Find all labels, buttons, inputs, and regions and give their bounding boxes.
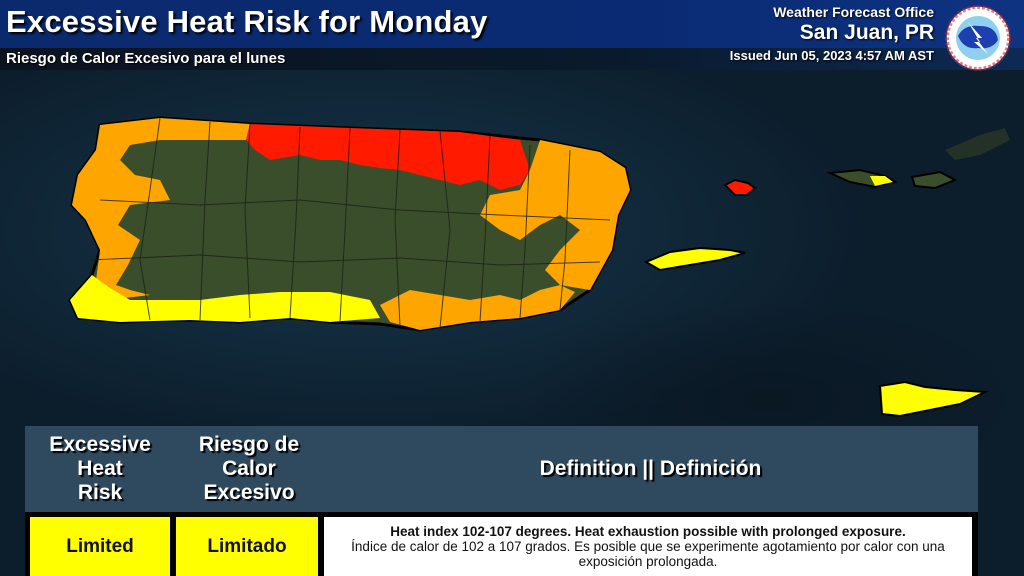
risk-level-es: Limitado <box>176 517 318 576</box>
st-john-island <box>910 170 958 190</box>
subtitle-bar <box>0 48 1024 70</box>
header-line: Riesgo de <box>198 433 300 456</box>
office-name: San Juan, PR <box>799 21 934 44</box>
header-line: Risk <box>77 481 123 504</box>
risk-level-en: Limited <box>30 517 170 576</box>
table-header <box>25 426 978 512</box>
office-info: Weather Forecast Office San Juan, PR Iss… <box>730 4 934 66</box>
culebra-island <box>723 178 757 196</box>
bvi-islands <box>945 128 1010 160</box>
office-label: Weather Forecast Office <box>773 4 934 20</box>
page-subtitle: Riesgo de Calor Excesivo para el lunes <box>6 50 286 67</box>
header-line: Heat <box>77 457 123 480</box>
header-line: Excesivo <box>203 481 295 504</box>
risk-definition: Heat index 102-107 degrees. Heat exhaust… <box>324 517 972 576</box>
vieques-island <box>643 246 746 272</box>
header-line: Excessive <box>49 433 151 456</box>
definition-es: Índice de calor de 102 a 107 grados. Es … <box>351 539 945 569</box>
puerto-rico-island <box>68 116 632 332</box>
st-croix-island <box>878 380 989 418</box>
heat-risk-map <box>68 116 1010 418</box>
issued-timestamp: Issued Jun 05, 2023 4:57 AM AST <box>729 48 934 63</box>
header-riesgo-de-calor: Riesgo de Calor Excesivo <box>175 426 323 512</box>
page-title: Excessive Heat Risk for Monday <box>6 4 488 39</box>
nws-logo-icon <box>945 5 1011 71</box>
header-definition: Definition || Definición <box>539 457 762 480</box>
heat-risk-legend-table: Excessive Heat Risk Riesgo de Calor Exce… <box>25 426 978 576</box>
title-bar <box>0 0 1024 48</box>
definition-en: Heat index 102-107 degrees. Heat exhaust… <box>390 524 906 539</box>
header-excessive-heat-risk: Excessive Heat Risk <box>25 426 175 512</box>
header-line: Calor <box>222 457 276 480</box>
